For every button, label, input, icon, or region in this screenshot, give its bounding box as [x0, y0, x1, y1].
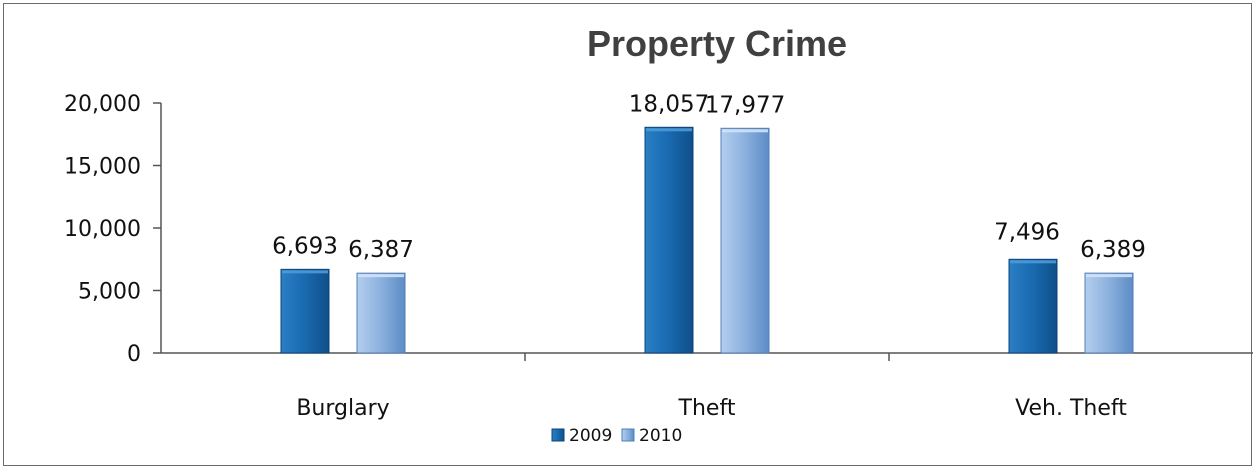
y-tick-label: 10,000 — [64, 217, 141, 242]
x-category-label: Veh. Theft — [1015, 396, 1127, 421]
bar-top-highlight — [722, 129, 768, 133]
data-label: 6,387 — [348, 237, 414, 263]
legend-swatch-2009 — [551, 428, 565, 442]
bar-2010-theft — [720, 127, 770, 354]
data-label: 18,057 — [629, 91, 709, 117]
data-label: 17,977 — [705, 92, 785, 118]
bar-2009-theft — [644, 126, 694, 354]
bar-top-highlight — [1010, 260, 1056, 264]
legend-label-2009: 2009 — [569, 426, 612, 446]
legend-label-2010: 2010 — [639, 426, 682, 446]
data-label: 6,693 — [272, 233, 338, 259]
bar-2010-veh-theft — [1084, 272, 1134, 354]
bar-2009-burglary — [280, 268, 330, 354]
y-tick-label: 20,000 — [64, 92, 141, 117]
chart-title: Property Crime — [587, 23, 847, 64]
bar-top-highlight — [282, 270, 328, 274]
data-label: 6,389 — [1080, 237, 1146, 263]
bar-chart: Property Crime 0 5,000 10,000 15,000 20,000 B… — [64, 23, 1253, 446]
legend-swatch-2010 — [621, 428, 635, 442]
x-category-label: Burglary — [296, 396, 389, 421]
y-tick-label: 0 — [127, 342, 141, 367]
chart-frame: Property Crime 0 5,000 10,000 15,000 20,000 B… — [3, 3, 1253, 466]
bar-2009-veh-theft — [1008, 258, 1058, 354]
x-category-label: Theft — [678, 396, 736, 421]
bar-top-highlight — [646, 128, 692, 132]
y-tick-label: 15,000 — [64, 155, 141, 180]
bar-top-highlight — [358, 274, 404, 278]
bar-top-highlight — [1086, 274, 1132, 278]
bar-2010-burglary — [356, 272, 406, 354]
y-tick-label: 5,000 — [78, 280, 141, 305]
data-label: 7,496 — [994, 219, 1060, 245]
